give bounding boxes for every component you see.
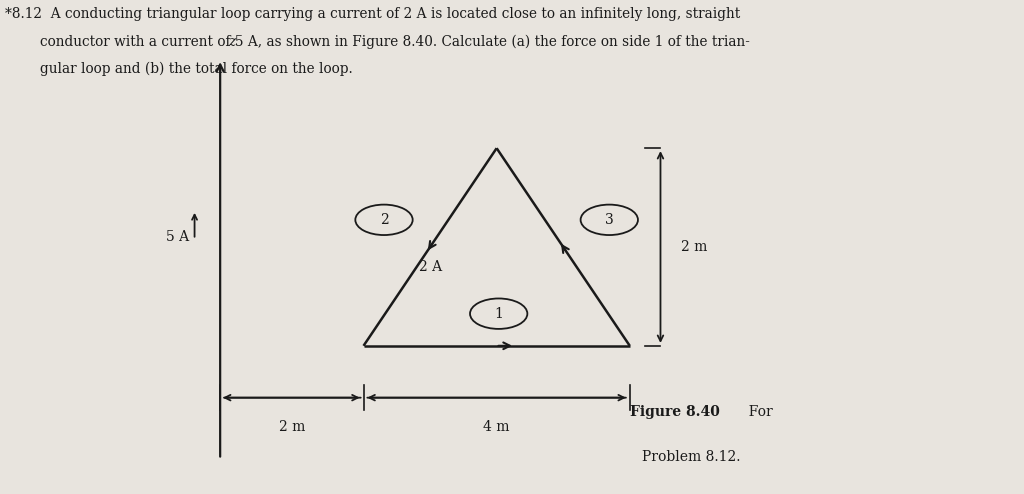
Text: 5 A: 5 A: [166, 230, 189, 244]
Text: For: For: [740, 405, 773, 419]
Text: 2 m: 2 m: [279, 420, 305, 434]
Text: 2 A: 2 A: [419, 260, 441, 274]
Text: 4 m: 4 m: [483, 420, 510, 434]
Text: gular loop and (b) the total force on the loop.: gular loop and (b) the total force on th…: [5, 62, 353, 76]
Text: z: z: [228, 36, 236, 49]
Text: *8.12  A conducting triangular loop carrying a current of 2 A is located close t: *8.12 A conducting triangular loop carry…: [5, 7, 740, 21]
Text: 1: 1: [495, 307, 503, 321]
Text: 2 m: 2 m: [681, 240, 708, 254]
Text: 3: 3: [605, 213, 613, 227]
Text: conductor with a current of 5 A, as shown in Figure 8.40. Calculate (a) the forc: conductor with a current of 5 A, as show…: [5, 35, 750, 49]
Text: Figure 8.40: Figure 8.40: [630, 405, 720, 419]
Text: Problem 8.12.: Problem 8.12.: [642, 450, 740, 463]
Text: 2: 2: [380, 213, 388, 227]
